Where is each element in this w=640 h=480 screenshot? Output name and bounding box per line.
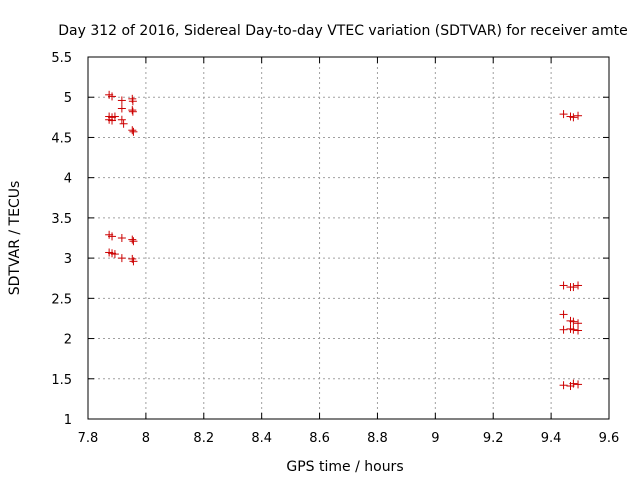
data-point [108, 116, 117, 125]
x-tick-label: 9 [431, 431, 439, 446]
data-point [574, 281, 583, 290]
y-tick-label: 3.5 [51, 212, 72, 227]
data-point [569, 325, 578, 334]
data-point [108, 232, 117, 241]
x-tick-label: 7.8 [78, 431, 99, 446]
data-point [128, 235, 137, 244]
data-point [129, 237, 138, 246]
data-point [574, 319, 583, 328]
data-point [559, 381, 568, 390]
x-tick-label: 8 [142, 431, 150, 446]
y-tick-label: 1.5 [51, 373, 72, 388]
data-point [117, 254, 126, 263]
x-tick-label: 8.8 [367, 431, 388, 446]
data-point [574, 380, 583, 389]
data-point [110, 112, 119, 121]
y-tick-label: 4.5 [51, 131, 72, 146]
data-point [129, 127, 138, 136]
data-point [117, 104, 126, 113]
x-axis-label: GPS time / hours [286, 459, 403, 475]
x-tick-label: 8.6 [309, 431, 330, 446]
x-tick-label: 8.4 [251, 431, 272, 446]
plot-frame [87, 56, 610, 420]
y-axis-label: SDTVAR / TECUs [7, 181, 23, 296]
data-points [105, 90, 583, 391]
data-point [559, 281, 568, 290]
data-point [559, 310, 568, 319]
data-point [108, 92, 117, 101]
data-point [117, 115, 126, 124]
y-tick-label: 2 [64, 333, 72, 348]
y-tick-label: 1 [64, 413, 72, 428]
data-point [569, 113, 578, 122]
data-point [129, 257, 138, 266]
data-point [128, 126, 137, 135]
y-tick-label: 2.5 [51, 292, 72, 307]
data-point [569, 317, 578, 326]
x-tick-label: 8.2 [193, 431, 214, 446]
y-tick-label: 5.5 [51, 51, 72, 66]
data-point [117, 234, 126, 242]
y-tick-label: 3 [64, 252, 72, 267]
data-point [569, 379, 578, 388]
data-point [559, 110, 568, 119]
data-point [119, 119, 128, 128]
data-point [574, 326, 583, 335]
axis-ticks: 7.8 8 8.2 8.4 8.6 8.8 9 9.2 9.4 9.6 1 1.5 2 2.5 3 3.5 4 4… [51, 51, 619, 446]
data-point [559, 325, 568, 334]
data-point [128, 106, 137, 115]
y-tick-label: 4 [64, 172, 72, 187]
grid-lines [88, 57, 609, 419]
data-point [128, 107, 137, 116]
data-point [128, 97, 137, 106]
data-point [117, 96, 126, 105]
x-tick-label: 9.6 [599, 431, 620, 446]
y-tick-label: 5 [64, 91, 72, 106]
x-tick-label: 9.4 [541, 431, 562, 446]
x-tick-label: 9.2 [483, 431, 504, 446]
chart-title: Day 312 of 2016, Sidereal Day-to-day VTE… [58, 23, 628, 39]
data-point [110, 250, 119, 259]
data-point [574, 111, 583, 120]
data-point [569, 283, 578, 292]
